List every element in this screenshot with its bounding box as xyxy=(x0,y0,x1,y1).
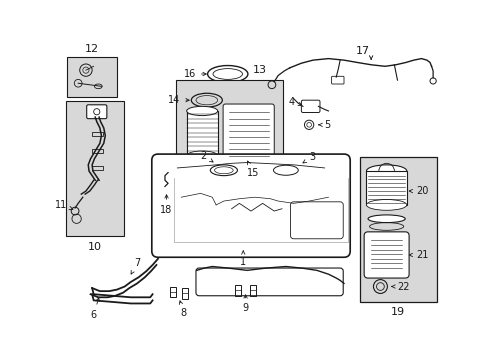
Ellipse shape xyxy=(366,199,406,210)
FancyBboxPatch shape xyxy=(364,232,408,278)
Text: 1: 1 xyxy=(240,251,246,267)
Text: 13: 13 xyxy=(253,65,267,75)
Text: 20: 20 xyxy=(408,186,427,196)
FancyBboxPatch shape xyxy=(151,154,349,257)
Bar xyxy=(234,285,241,296)
Ellipse shape xyxy=(186,106,217,116)
Text: 16: 16 xyxy=(183,69,206,79)
Text: 21: 21 xyxy=(408,250,427,260)
Text: 19: 19 xyxy=(390,307,405,317)
Text: 2: 2 xyxy=(200,150,213,162)
Text: 9: 9 xyxy=(242,295,248,314)
Bar xyxy=(176,80,282,163)
Ellipse shape xyxy=(367,215,405,222)
Bar xyxy=(359,157,436,302)
Text: 14: 14 xyxy=(168,95,189,105)
Text: 6: 6 xyxy=(90,298,99,320)
Text: 8: 8 xyxy=(179,301,186,318)
Bar xyxy=(366,171,406,205)
Bar xyxy=(186,111,217,156)
Text: 22: 22 xyxy=(391,282,409,292)
Bar xyxy=(92,166,103,170)
Text: 11: 11 xyxy=(55,200,73,210)
Text: 5: 5 xyxy=(318,120,330,130)
FancyBboxPatch shape xyxy=(301,100,319,112)
Text: 10: 10 xyxy=(87,242,101,252)
Ellipse shape xyxy=(366,165,406,177)
FancyBboxPatch shape xyxy=(331,76,343,84)
Text: 18: 18 xyxy=(160,195,172,215)
Bar xyxy=(182,288,188,299)
Bar xyxy=(92,149,103,153)
Text: 17: 17 xyxy=(356,46,370,56)
Text: 4: 4 xyxy=(288,97,301,107)
Text: 3: 3 xyxy=(303,152,315,163)
Bar xyxy=(67,57,117,97)
Bar xyxy=(66,101,123,236)
Bar xyxy=(92,132,103,136)
FancyBboxPatch shape xyxy=(223,104,274,161)
Text: 12: 12 xyxy=(85,44,99,54)
Bar xyxy=(169,287,176,297)
Text: 7: 7 xyxy=(131,258,140,274)
Bar xyxy=(250,285,256,296)
FancyBboxPatch shape xyxy=(86,105,107,119)
Text: 15: 15 xyxy=(246,161,259,178)
